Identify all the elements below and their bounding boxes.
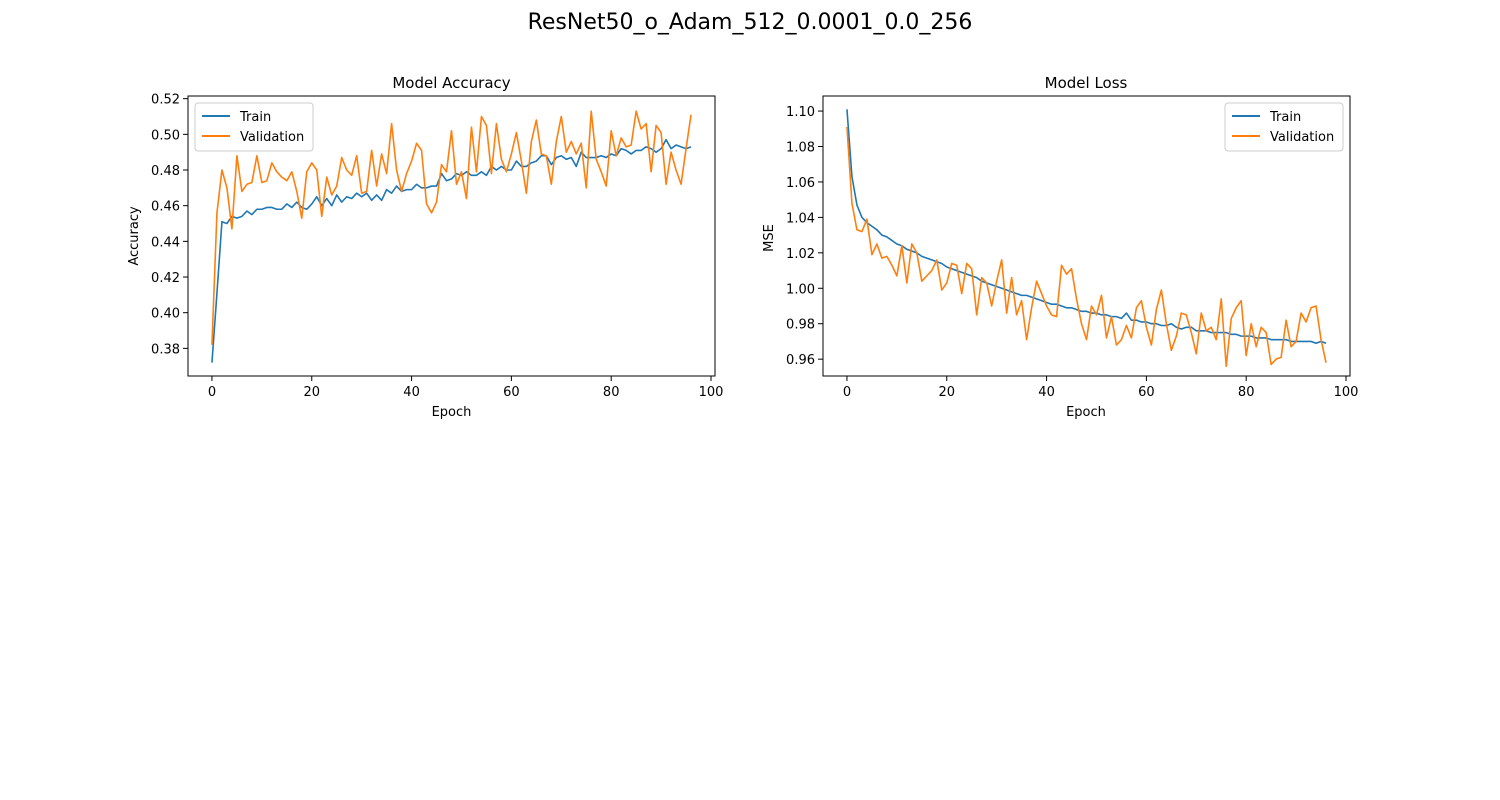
loss-ytick-label: 1.04 [786, 211, 815, 226]
loss-xtick-label: 20 [938, 385, 955, 400]
loss-series-train-line [846, 109, 1327, 345]
accuracy-xtick-label: 20 [303, 385, 320, 400]
loss-plot-frame [822, 95, 1351, 377]
accuracy-ytick-label: 0.38 [151, 342, 180, 357]
accuracy-ytick-label: 0.46 [151, 200, 180, 215]
loss-ytick-label: 0.96 [786, 353, 815, 368]
figure-title: ResNet50_o_Adam_512_0.0001_0.0_256 [527, 10, 973, 35]
loss-legend-label-train: Train [1269, 110, 1301, 125]
accuracy-series-train-line [211, 138, 692, 363]
loss-xtick-label: 40 [1038, 385, 1055, 400]
accuracy-xtick-label: 100 [699, 385, 724, 400]
loss-xtick-label: 60 [1138, 385, 1155, 400]
loss-ytick-label: 1.06 [786, 176, 815, 191]
accuracy-xtick-label: 40 [403, 385, 420, 400]
accuracy-ytick-label: 0.48 [151, 164, 180, 179]
loss-ytick-label: 0.98 [786, 318, 815, 333]
loss-ytick-label: 1.08 [786, 141, 815, 156]
loss-series-validation-line [846, 126, 1327, 368]
accuracy-legend: Train Validation [194, 102, 314, 152]
loss-xtick-label: 80 [1238, 385, 1255, 400]
loss-chart-xlabel: Epoch [1066, 405, 1106, 420]
accuracy-legend-label-train: Train [239, 110, 271, 125]
accuracy-xtick-label: 60 [503, 385, 520, 400]
accuracy-ytick-label: 0.44 [151, 235, 180, 250]
accuracy-ytick-label: 0.50 [151, 128, 180, 143]
loss-xtick-label: 0 [843, 385, 851, 400]
loss-ytick-label: 1.10 [786, 105, 815, 120]
accuracy-ytick-label: 0.52 [151, 93, 180, 108]
accuracy-plot-frame [187, 95, 716, 377]
accuracy-chart-ylabel: Accuracy [127, 206, 142, 266]
loss-legend-label-validation: Validation [1270, 130, 1334, 145]
loss-legend: Train Validation [1224, 102, 1344, 152]
accuracy-xtick-label: 0 [208, 385, 216, 400]
accuracy-ytick-label: 0.40 [151, 307, 180, 322]
accuracy-chart-xlabel: Epoch [432, 405, 472, 420]
loss-chart: Model Loss Epoch MSE 0 20 40 60 80 100 0.96 0.9… [762, 74, 1358, 420]
loss-chart-title: Model Loss [1045, 74, 1128, 92]
accuracy-series-validation-line [211, 110, 692, 345]
accuracy-legend-label-validation: Validation [240, 130, 304, 145]
loss-xtick-label: 100 [1334, 385, 1359, 400]
loss-chart-ylabel: MSE [762, 224, 777, 252]
loss-ytick-label: 1.02 [786, 247, 815, 262]
accuracy-chart: Model Accuracy Epoch Accuracy 0 20 40 60 80 1… [127, 74, 723, 420]
accuracy-ytick-label: 0.42 [151, 271, 180, 286]
loss-ytick-label: 1.00 [786, 282, 815, 297]
accuracy-xtick-label: 80 [603, 385, 620, 400]
accuracy-chart-title: Model Accuracy [392, 74, 510, 92]
